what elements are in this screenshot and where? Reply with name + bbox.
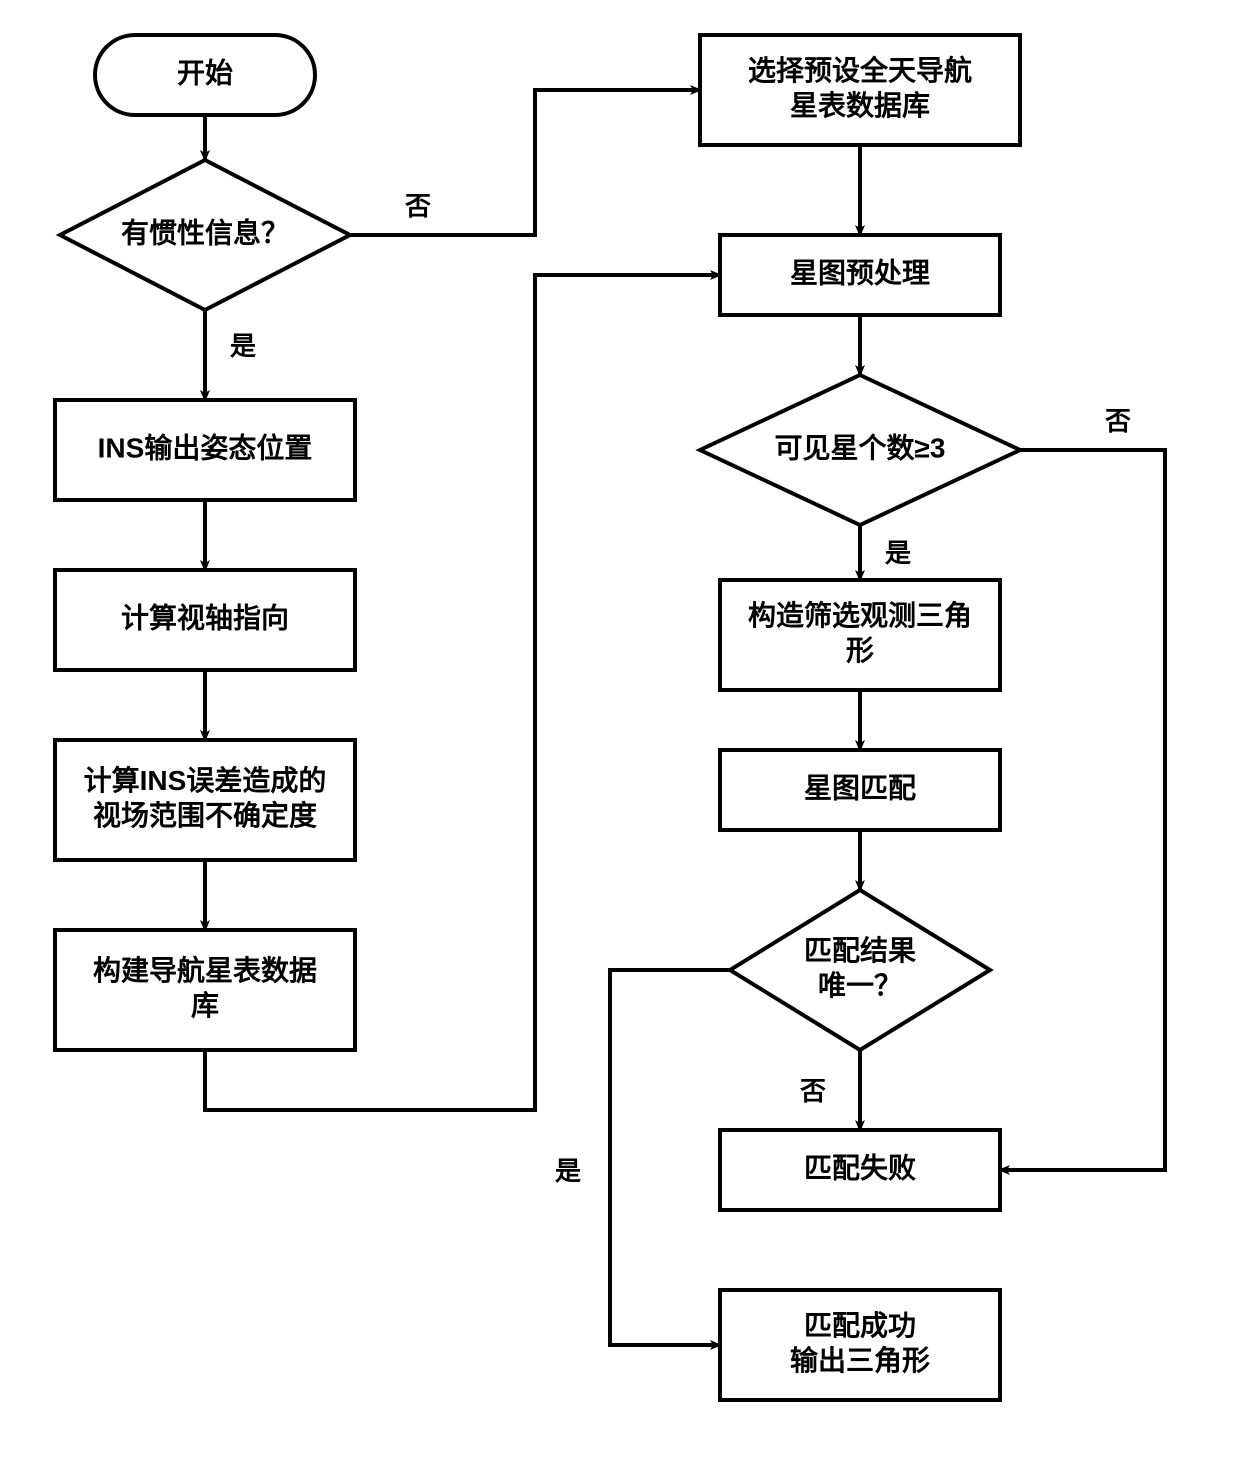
node-text: 开始 xyxy=(177,57,233,88)
edge-label: 是 xyxy=(230,331,256,361)
node-text: 匹配成功 xyxy=(804,1310,916,1341)
edge-label: 否 xyxy=(405,191,431,221)
node-text: 输出三角形 xyxy=(790,1344,930,1376)
edge-label: 否 xyxy=(1105,406,1131,436)
node-preset_db: 选择预设全天导航星表数据库 xyxy=(700,35,1020,145)
node-text: 计算视轴指向 xyxy=(121,601,289,633)
node-preprocess: 星图预处理 xyxy=(720,235,1000,315)
node-text: 库 xyxy=(191,990,219,1021)
edge xyxy=(350,90,700,235)
node-calc_err: 计算INS误差造成的视场范围不确定度 xyxy=(55,740,355,860)
node-text: 星图预处理 xyxy=(790,257,930,288)
edge xyxy=(1000,450,1165,1170)
node-text: 视场范围不确定度 xyxy=(93,799,317,831)
node-text: 计算INS误差造成的 xyxy=(84,764,327,796)
node-text: 唯一？ xyxy=(818,970,902,1001)
node-construct: 构造筛选观测三角形 xyxy=(720,580,1000,690)
node-text: 有惯性信息？ xyxy=(121,216,289,248)
node-start: 开始 xyxy=(95,35,315,115)
edge xyxy=(610,970,730,1345)
flowchart-canvas: 是否是否否是开始有惯性信息？INS输出姿态位置计算视轴指向计算INS误差造成的视… xyxy=(0,0,1240,1469)
node-text: 构建导航星表数据 xyxy=(93,954,317,986)
node-text: 可见星个数≥3 xyxy=(775,432,946,463)
node-text: 形 xyxy=(846,635,874,666)
node-text: INS输出姿态位置 xyxy=(98,431,313,463)
node-text: 星表数据库 xyxy=(790,90,930,121)
node-d_count: 可见星个数≥3 xyxy=(700,375,1020,525)
node-build_db: 构建导航星表数据库 xyxy=(55,930,355,1050)
node-d_unique: 匹配结果唯一？ xyxy=(730,890,990,1050)
node-d_inertial: 有惯性信息？ xyxy=(60,160,350,310)
node-fail: 匹配失败 xyxy=(720,1130,1000,1210)
node-match: 星图匹配 xyxy=(720,750,1000,830)
node-text: 构造筛选观测三角 xyxy=(748,599,972,631)
node-text: 匹配结果 xyxy=(804,935,916,966)
node-ins_out: INS输出姿态位置 xyxy=(55,400,355,500)
node-success: 匹配成功输出三角形 xyxy=(720,1290,1000,1400)
edge-label: 是 xyxy=(885,538,911,568)
node-text: 匹配失败 xyxy=(804,1152,916,1183)
edge-label: 是 xyxy=(555,1156,581,1186)
node-calc_axis: 计算视轴指向 xyxy=(55,570,355,670)
node-text: 选择预设全天导航 xyxy=(748,54,972,86)
node-text: 星图匹配 xyxy=(804,772,916,803)
edge-label: 否 xyxy=(800,1076,826,1106)
